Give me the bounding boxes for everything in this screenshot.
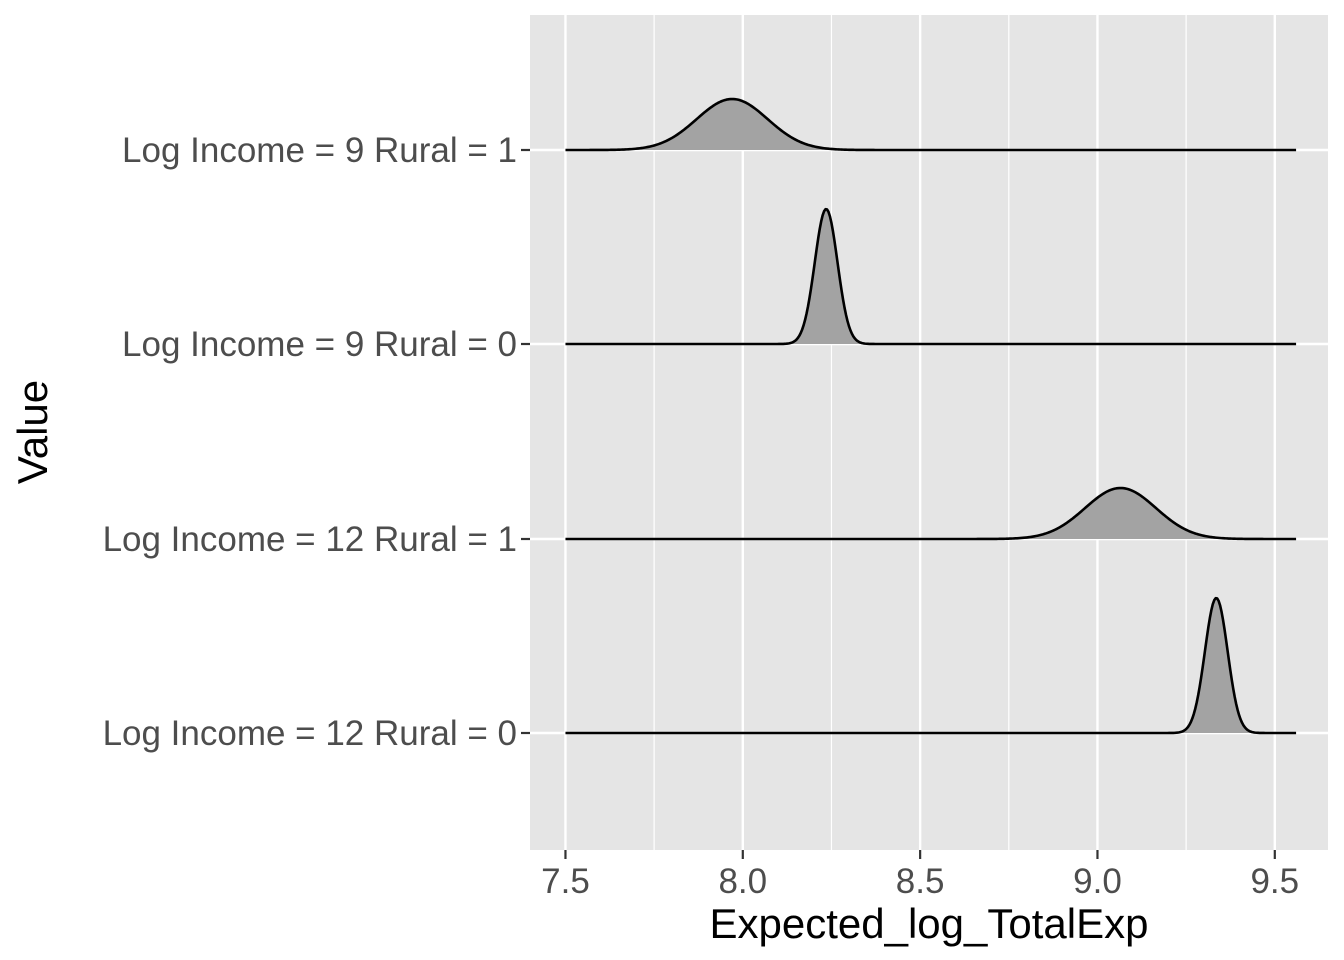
ridge-line: [565, 207, 1297, 346]
x-tick-label: 8.0: [718, 862, 767, 901]
y-tick-label: Log Income = 12 Rural = 1: [103, 520, 517, 559]
y-tick-label: Log Income = 12 Rural = 0: [103, 714, 517, 753]
grid-minor: [653, 15, 1187, 850]
x-tick-label: 7.5: [541, 862, 590, 901]
y-tick-label: Log Income = 9 Rural = 0: [122, 325, 517, 364]
ridge-line: [565, 596, 1297, 735]
x-tick-label: 9.0: [1073, 862, 1122, 901]
x-tick-label: 8.5: [896, 862, 945, 901]
ridge-line: [565, 486, 1297, 541]
ridge-fill: [565, 598, 1297, 733]
x-axis-title: Expected_log_TotalExp: [710, 900, 1149, 947]
x-axis: 7.5 8.0 8.5 9.0 9.5: [541, 850, 1299, 901]
y-axis: Log Income = 9 Rural = 1 Log Income = 9 R…: [103, 131, 530, 753]
ridge-line: [565, 97, 1297, 152]
ridge-fill: [565, 488, 1297, 539]
x-tick-label: 9.5: [1250, 862, 1299, 901]
y-tick-label: Log Income = 9 Rural = 1: [122, 131, 517, 170]
y-axis-title: Value: [9, 380, 56, 484]
ridge-fill: [565, 99, 1297, 150]
density-ridges: [565, 97, 1297, 735]
